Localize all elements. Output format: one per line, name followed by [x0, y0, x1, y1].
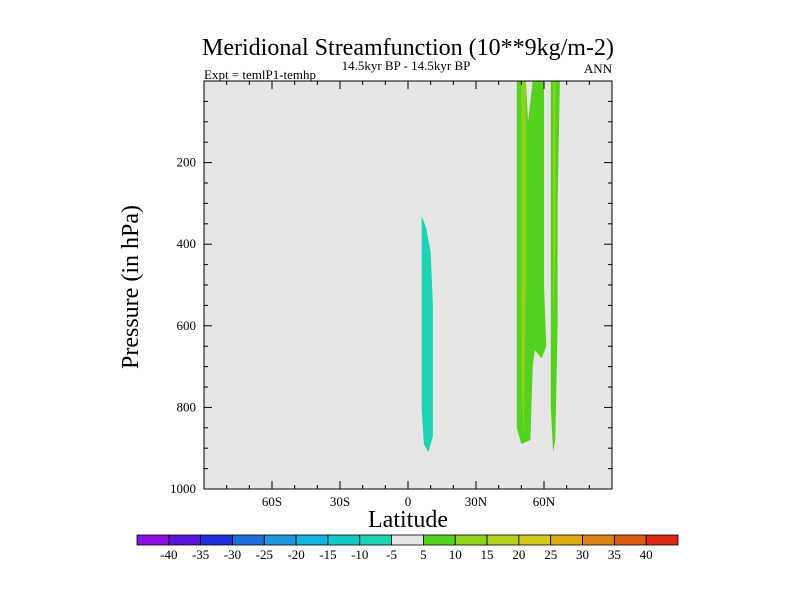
contour-region-cell-60n-positive	[550, 81, 560, 453]
colorbar-swatch	[391, 534, 424, 546]
colorbar-swatch	[454, 534, 488, 546]
chart-subtitle: 14.5kyr BP - 14.5kyr BP	[342, 58, 471, 73]
colorbar-label: -10	[351, 547, 368, 562]
contour-region-cell-equator-negative	[421, 215, 433, 453]
colorbar: -40 -35 -30 -25 -20 -15 -10 -5 5 10 15 20 25 30 35 40	[136, 534, 679, 562]
y-tick-label: 800	[177, 399, 197, 414]
colorbar-swatch	[136, 534, 170, 546]
colorbar-swatch	[582, 534, 615, 546]
colorbar-label: -25	[256, 547, 273, 562]
colorbar-swatch	[263, 534, 297, 546]
colorbar-swatch	[645, 534, 679, 546]
colorbar-label: -15	[319, 547, 336, 562]
y-tick-label: 200	[177, 155, 197, 170]
colorbar-label: -30	[224, 547, 241, 562]
colorbar-swatch	[168, 534, 202, 546]
y-axis-label: Pressure (in hPa)	[118, 205, 144, 369]
colorbar-label: 25	[544, 547, 557, 562]
x-axis-label: Latitude	[368, 507, 448, 533]
x-tick-label: 30S	[330, 494, 350, 509]
y-tick-label: 400	[177, 236, 197, 251]
colorbar-label: -40	[160, 547, 177, 562]
colorbar-label: 35	[608, 547, 621, 562]
y-tick-label: 1000	[170, 481, 196, 496]
colorbar-label: -35	[192, 547, 209, 562]
colorbar-swatch	[359, 534, 392, 546]
colorbar-swatch	[613, 534, 647, 546]
contour-regions	[421, 81, 560, 453]
x-tick-label: 60S	[262, 494, 282, 509]
colorbar-swatch	[550, 534, 583, 546]
y-tick-label: 600	[177, 318, 197, 333]
colorbar-swatch	[295, 534, 329, 546]
colorbar-label: -20	[287, 547, 304, 562]
chart-right-label: ANN	[584, 61, 613, 76]
colorbar-swatch	[232, 534, 265, 546]
chart-title: Meridional Streamfunction (10**9kg/m-2)	[202, 35, 614, 61]
colorbar-label: 5	[420, 547, 427, 562]
colorbar-label: 20	[512, 547, 525, 562]
colorbar-label: 30	[576, 547, 589, 562]
colorbar-swatch	[327, 534, 361, 546]
x-tick-label: 30N	[465, 494, 488, 509]
colorbar-label: 15	[481, 547, 494, 562]
contour-region-cell-north-positive-strong	[521, 81, 526, 440]
contour-region-cell-60n-positive-strong	[553, 81, 556, 326]
colorbar-swatch	[200, 534, 233, 546]
colorbar-swatch	[423, 534, 456, 546]
colorbar-label: -5	[386, 547, 397, 562]
axis-ticks: 60S 30S 0 30N 60N 200 400 600 800 1000	[170, 81, 612, 509]
chart-left-label: Expt = temlP1-temhp	[204, 67, 316, 82]
x-tick-label: 0	[405, 494, 412, 509]
x-tick-label: 60N	[533, 494, 556, 509]
colorbar-label: 40	[640, 547, 653, 562]
colorbar-swatch	[486, 534, 520, 546]
colorbar-label: 10	[449, 547, 462, 562]
colorbar-swatch	[518, 534, 552, 546]
